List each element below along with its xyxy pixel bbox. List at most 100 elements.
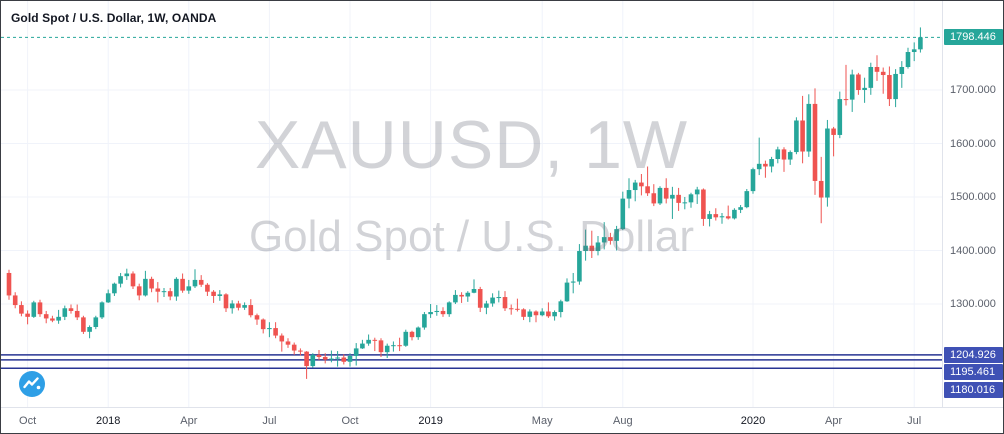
candle — [756, 137, 762, 176]
price-axis-label: 1400.000 — [950, 244, 996, 257]
chart-canvas[interactable] — [1, 1, 942, 407]
candle — [539, 308, 545, 317]
candle — [601, 222, 607, 250]
candle — [453, 290, 458, 304]
candle — [688, 192, 694, 208]
candle — [353, 343, 359, 366]
candle — [862, 77, 867, 103]
candle — [31, 300, 37, 318]
candle — [56, 309, 61, 324]
candle — [93, 315, 99, 330]
candle — [905, 47, 911, 69]
tradingview-logo[interactable] — [19, 371, 45, 397]
candle — [496, 290, 502, 303]
candle — [546, 302, 551, 318]
candle — [291, 342, 297, 355]
time-axis-label: Apr — [180, 415, 198, 427]
candle — [800, 95, 805, 164]
candle — [781, 147, 787, 172]
candle — [558, 299, 564, 318]
candle — [787, 150, 793, 165]
candle — [285, 338, 291, 348]
candle — [732, 208, 737, 220]
candle — [149, 276, 154, 293]
candle — [880, 67, 886, 94]
candle — [899, 61, 905, 88]
candle — [25, 310, 30, 325]
candle — [273, 322, 278, 339]
candle — [676, 187, 681, 211]
candle — [682, 197, 688, 210]
candle — [211, 290, 216, 303]
candle — [620, 191, 626, 231]
chart-plot-area[interactable]: XAUUSD, 1W Gold Spot / U.S. Dollar — [1, 1, 942, 407]
candle — [626, 178, 632, 209]
candle — [155, 282, 161, 303]
candle — [725, 205, 731, 220]
candle — [707, 210, 712, 227]
time-axis-label: May — [531, 415, 553, 427]
candle — [837, 91, 843, 139]
candle — [118, 272, 123, 288]
candle — [347, 353, 353, 367]
price-axis[interactable]: 1700.000 1600.000 1500.000 1400.000 1300.000… — [942, 1, 1003, 407]
candle — [198, 275, 204, 287]
candle — [236, 300, 241, 311]
time-axis-label: 2019 — [418, 415, 443, 427]
candle — [806, 94, 812, 157]
candle — [74, 304, 80, 321]
candle — [775, 146, 781, 164]
candle — [267, 322, 272, 338]
candle — [180, 273, 185, 293]
candle — [527, 309, 533, 323]
candle — [614, 225, 619, 251]
candle — [422, 312, 427, 330]
candle — [911, 42, 917, 62]
time-axis-label: Oct — [341, 415, 359, 427]
candle — [322, 353, 328, 364]
candle — [670, 186, 675, 219]
candle — [279, 333, 285, 352]
candle — [608, 232, 613, 245]
candle — [521, 308, 526, 321]
candle — [570, 272, 576, 294]
candle — [174, 277, 179, 301]
candle — [887, 66, 892, 107]
candle — [304, 351, 309, 379]
candle — [99, 301, 105, 319]
candle — [105, 289, 111, 303]
line-price-badge: 1180.016 — [944, 381, 1003, 398]
candle — [223, 293, 229, 313]
candle — [663, 178, 669, 204]
candle — [812, 88, 818, 195]
candle — [471, 279, 477, 294]
candle — [893, 69, 898, 108]
candle — [415, 326, 421, 340]
candle — [409, 330, 415, 341]
candle — [744, 188, 750, 209]
candle — [19, 301, 24, 317]
candle — [167, 287, 173, 301]
candle — [750, 167, 756, 194]
price-axis-label: 1600.000 — [950, 137, 996, 150]
candle — [130, 271, 136, 290]
candle — [136, 283, 142, 301]
candle — [403, 329, 409, 347]
candle — [484, 300, 489, 315]
candle — [713, 208, 719, 221]
time-axis-label: Jul — [907, 415, 922, 427]
candle — [868, 62, 874, 95]
candle — [583, 229, 588, 261]
symbol-legend[interactable]: Gold Spot / U.S. Dollar, 1W, OANDA — [11, 11, 217, 25]
candle — [372, 337, 378, 352]
candle — [440, 307, 446, 317]
candle — [434, 305, 440, 316]
candle — [50, 315, 55, 323]
candle — [260, 318, 266, 334]
candle — [719, 213, 725, 224]
candle — [564, 278, 570, 302]
candle — [378, 338, 384, 357]
time-axis[interactable]: Oct 2018 Apr Jul Oct 2019 May Aug 2020 Apr Jul — [1, 407, 1003, 433]
candle — [645, 166, 650, 196]
candle — [508, 304, 514, 315]
